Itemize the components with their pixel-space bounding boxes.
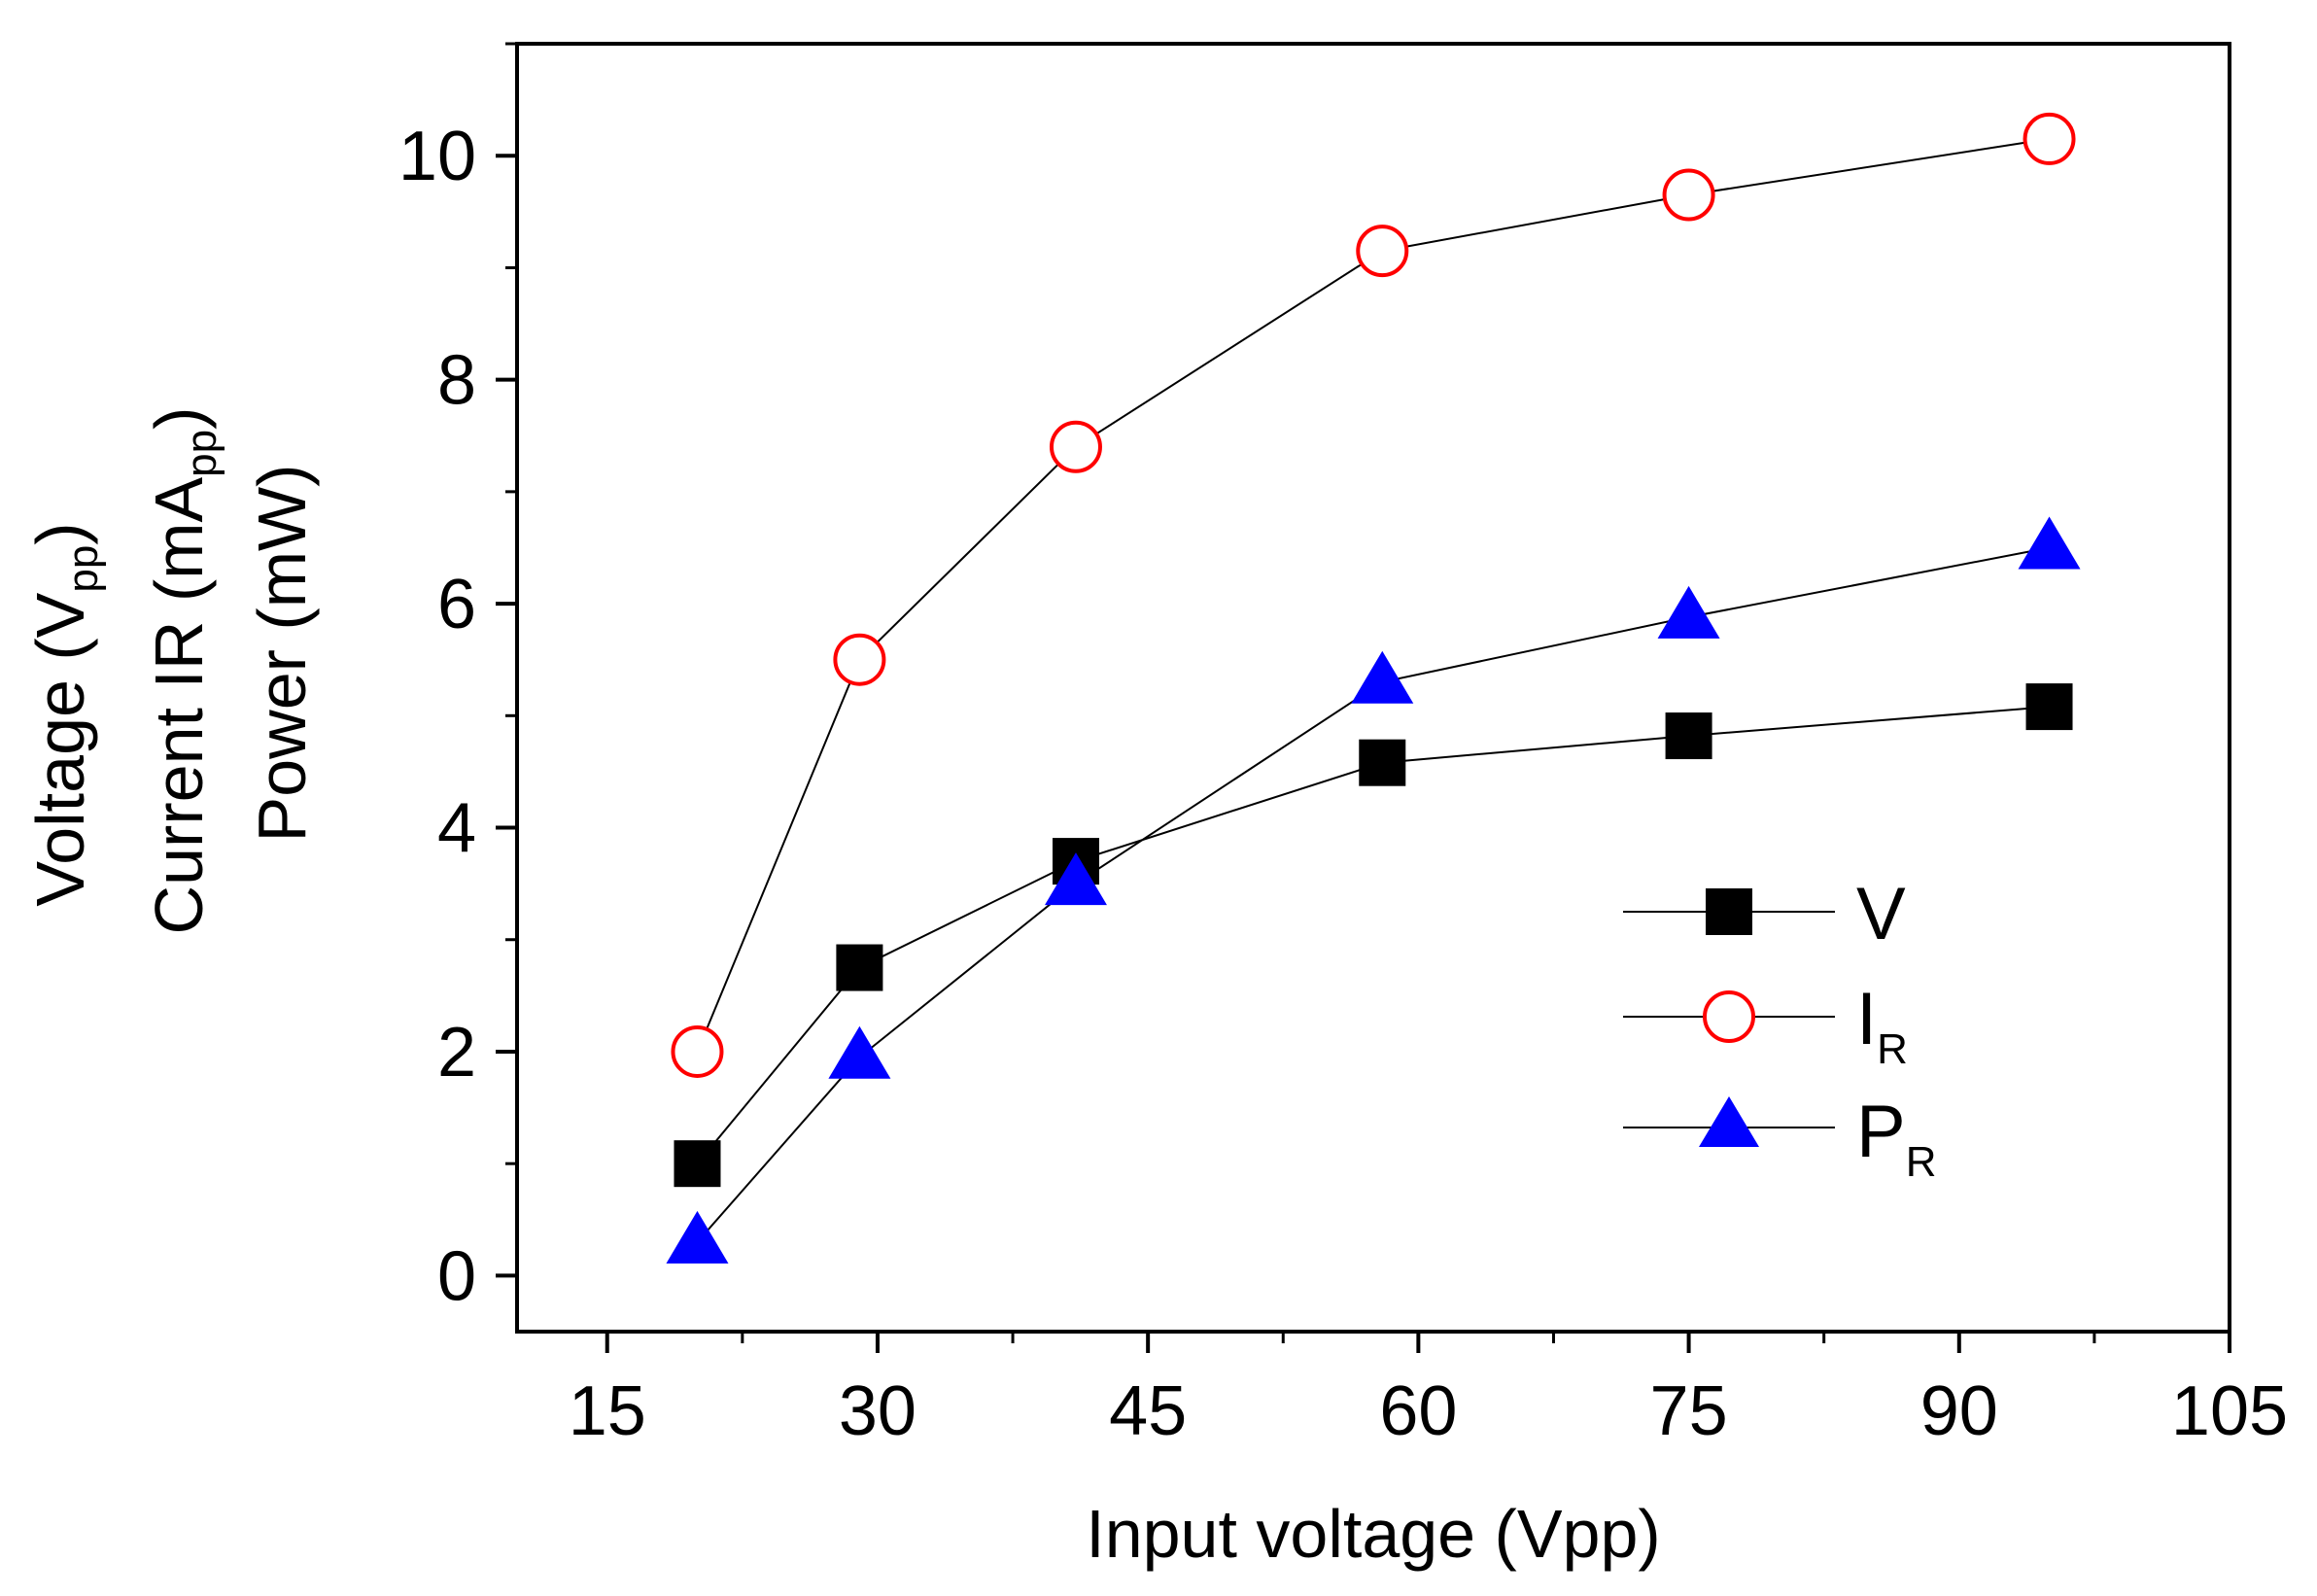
legend-marker-pr (1699, 1096, 1759, 1147)
data-point-pr-2 (1044, 852, 1107, 906)
y-tick-label-8: 8 (437, 342, 476, 420)
data-point-pr-3 (1351, 650, 1414, 704)
y-tick-label-10: 10 (398, 118, 476, 195)
data-point-ir-3 (1356, 225, 1409, 278)
y-axis-title-line-1: Voltage (Vpp) (22, 522, 107, 906)
legend: V IR PR (1623, 873, 1936, 1186)
data-point-ir-5 (2023, 112, 2076, 165)
y-tick-label-4: 4 (437, 790, 476, 868)
legend-label-v: V (1856, 873, 1906, 955)
data-point-pr-4 (1657, 585, 1720, 639)
x-tick-label-75: 75 (1650, 1372, 1728, 1450)
legend-item-pr: PR (1623, 1091, 1936, 1186)
x-axis: 15 30 45 60 75 90 105 (569, 1332, 2288, 1450)
legend-marker-v (1706, 888, 1752, 935)
series-layer (666, 112, 2081, 1264)
legend-item-ir: IR (1623, 978, 1908, 1073)
data-point-ir-4 (1662, 168, 1715, 222)
x-tick-label-15: 15 (569, 1372, 646, 1450)
data-point-v-0 (674, 1140, 721, 1188)
x-tick-label-60: 60 (1379, 1372, 1457, 1450)
data-point-ir-1 (833, 633, 886, 686)
plot-area (515, 42, 2231, 1334)
y-tick-label-2: 2 (437, 1014, 476, 1092)
data-point-v-3 (1359, 739, 1406, 786)
data-point-ir-2 (1049, 420, 1102, 473)
y-axis: 0 2 4 6 8 10 (398, 42, 517, 1315)
data-point-pr-0 (666, 1210, 729, 1264)
x-tick-label-30: 30 (839, 1372, 916, 1450)
y-tick-label-6: 6 (437, 566, 476, 643)
series-line-ir (696, 137, 2050, 1053)
series-line-pr (696, 546, 2050, 1243)
y-axis-title-line-2: Current IR (mApp) (141, 407, 225, 935)
data-point-v-1 (836, 944, 883, 991)
data-point-pr-5 (2018, 516, 2081, 570)
series-line-v (696, 706, 2050, 1164)
legend-marker-ir (1703, 990, 1755, 1043)
y-axis-title: Voltage (Vpp) Current IR (mApp) Power (m… (22, 407, 320, 935)
x-tick-label-90: 90 (1920, 1372, 1998, 1450)
data-point-v-4 (1665, 712, 1712, 760)
x-tick-label-45: 45 (1109, 1372, 1187, 1450)
data-point-ir-0 (671, 1024, 724, 1078)
data-point-v-5 (2025, 683, 2073, 731)
plot-frame (515, 42, 2231, 1334)
x-axis-title: Input voltage (Vpp) (1086, 1496, 1660, 1572)
legend-label-pr: PR (1856, 1091, 1936, 1186)
y-axis-title-line-3: Power (mW) (244, 465, 320, 843)
y-tick-label-0: 0 (437, 1237, 476, 1315)
data-point-pr-1 (828, 1025, 891, 1079)
x-tick-label-105: 105 (2171, 1372, 2288, 1450)
legend-item-v: V (1623, 873, 1906, 955)
legend-label-ir: IR (1856, 978, 1908, 1073)
